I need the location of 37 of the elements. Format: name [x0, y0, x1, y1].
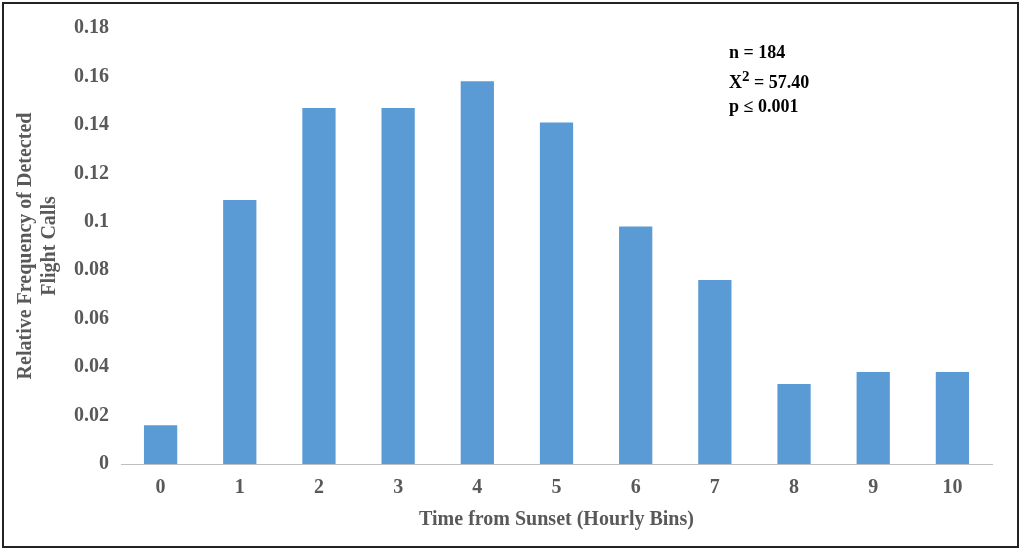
x-tick-label: 9: [868, 475, 879, 498]
bar: [460, 81, 494, 464]
x-tick-label: 5: [551, 475, 562, 498]
bar: [381, 107, 415, 464]
bar: [856, 371, 890, 464]
y-tick-label: 0.14: [74, 112, 109, 135]
x-tick-label: 8: [789, 475, 800, 498]
bar: [698, 279, 732, 464]
x-tick-label: 0: [155, 475, 166, 498]
y-tick-label: 0.06: [74, 305, 109, 328]
x-tick-label: 10: [942, 475, 963, 498]
annotation: n = 184: [729, 41, 787, 64]
annotation: X$^{2}$ = 57.40: [729, 67, 810, 94]
y-tick-label: 0.16: [74, 63, 109, 86]
y-tick-label: 0.08: [74, 257, 109, 280]
y-tick-label: 0.02: [74, 402, 109, 425]
y-tick-label: 0.12: [74, 160, 109, 183]
x-tick-label: 7: [709, 475, 720, 498]
bar: [777, 384, 811, 464]
bar: [302, 107, 336, 464]
bar: [143, 425, 178, 464]
y-tick-label: 0.04: [74, 354, 109, 377]
bar: [935, 371, 970, 464]
bar: [619, 226, 653, 464]
x-tick-label: 4: [472, 475, 483, 498]
x-tick-label: 1: [234, 475, 245, 498]
x-axis-title: Time from Sunset (Hourly Bins): [419, 507, 694, 531]
x-tick-label: 2: [313, 475, 324, 498]
y-axis-title: Relative Frequency of Detected Flight Calls: [13, 112, 61, 380]
y-tick-label: 0.18: [74, 15, 109, 38]
y-tick-label: 0: [99, 451, 109, 474]
y-tick-label: 0.1: [84, 208, 109, 231]
bar: [539, 122, 574, 464]
x-tick-label: 6: [630, 475, 641, 498]
x-tick-label: 3: [393, 475, 404, 498]
annotation: p ≤ 0.001: [729, 95, 800, 118]
bar: [223, 199, 257, 464]
